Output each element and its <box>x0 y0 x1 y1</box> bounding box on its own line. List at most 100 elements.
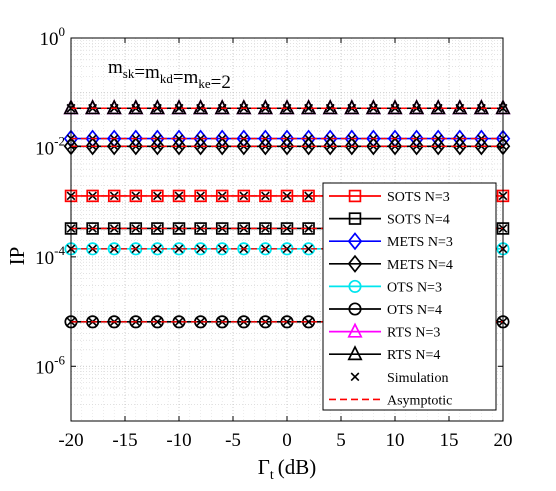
simulation-point <box>325 103 335 113</box>
legend-swatch-marker <box>348 302 362 316</box>
x-axis-label-subscript: t <box>270 468 274 483</box>
legend-swatch-marker <box>347 345 363 361</box>
data-marker <box>322 137 338 156</box>
data-marker <box>387 137 403 156</box>
data-marker <box>344 99 360 115</box>
data-marker <box>236 99 252 115</box>
legend-label: OTS N=3 <box>387 280 442 295</box>
x-tick-label: 10 <box>386 430 405 451</box>
data-marker <box>257 99 273 115</box>
legend-label: METS N=4 <box>387 258 453 273</box>
simulation-point <box>153 244 162 254</box>
data-marker <box>237 315 251 329</box>
simulation-point <box>455 134 465 143</box>
legend-entry: METS N=3 <box>329 232 453 251</box>
data-marker <box>214 99 230 115</box>
legend-swatch-marker <box>348 189 362 203</box>
simulation-point <box>304 103 313 113</box>
data-marker <box>452 99 468 115</box>
data-marker <box>86 189 99 203</box>
simulation-point <box>174 244 184 254</box>
simulation-point <box>325 134 335 143</box>
data-marker <box>171 137 187 156</box>
simulation-point <box>325 141 335 151</box>
x-axis-label-symbol: Γ <box>258 455 270 479</box>
data-marker <box>149 99 165 115</box>
y-axis-ticks: 100 10-2 10-4 10-6 <box>35 24 503 378</box>
simulation-point <box>433 103 443 113</box>
x-tick-label: 0 <box>282 430 292 451</box>
x-axis-label: Γt (dB) <box>258 455 317 483</box>
y-tick-label: 10-4 <box>35 243 65 269</box>
legend-entry: SOTS N=3 <box>329 189 450 205</box>
legend-entry: RTS N=3 <box>329 322 440 341</box>
simulation-point <box>153 134 162 143</box>
legend-swatch-marker <box>347 254 363 273</box>
legend-label: RTS N=4 <box>387 348 440 363</box>
data-marker <box>365 99 381 115</box>
simulation-point <box>174 103 184 113</box>
data-marker <box>366 137 381 156</box>
simulation-point <box>174 141 184 151</box>
data-marker <box>259 222 272 235</box>
data-marker <box>474 137 489 156</box>
data-marker <box>128 137 144 156</box>
simulation-point <box>196 244 205 254</box>
x-tick-label: 15 <box>440 430 459 451</box>
simulation-point <box>153 141 162 151</box>
simulation-point <box>196 134 205 143</box>
data-marker <box>193 137 208 156</box>
data-marker <box>107 315 121 329</box>
x-tick-label: -5 <box>225 430 241 451</box>
data-marker <box>193 99 209 115</box>
data-marker <box>322 99 338 115</box>
data-marker <box>258 137 273 156</box>
simulation-point <box>304 191 313 201</box>
x-tick-label: -10 <box>166 430 191 451</box>
simulation-point <box>304 141 313 151</box>
x-axis-label-unit: (dB) <box>278 455 317 479</box>
data-marker <box>237 222 251 235</box>
simulation-point <box>304 244 313 254</box>
data-marker <box>107 242 121 256</box>
simulation-point <box>174 134 184 143</box>
legend: SOTS N=3 SOTS N=4 METS N=3 METS N=4 OTS N=3 O… <box>322 182 497 411</box>
simulation-point <box>174 191 184 201</box>
data-marker <box>85 99 101 115</box>
legend-swatch-marker <box>347 232 363 251</box>
legend-entry: OTS N=3 <box>329 279 442 295</box>
legend-entry: SOTS N=4 <box>329 212 450 228</box>
data-marker <box>107 189 121 203</box>
data-marker <box>473 99 489 115</box>
simulation-point <box>153 103 162 113</box>
data-marker <box>85 137 100 156</box>
data-marker <box>430 137 446 156</box>
legend-entry: OTS N=4 <box>329 302 442 318</box>
legend-entry: RTS N=4 <box>329 345 440 363</box>
simulation-point <box>153 191 162 201</box>
simulation-point <box>196 317 205 327</box>
legend-swatch-marker <box>348 279 362 293</box>
x-tick-label: 20 <box>494 430 513 451</box>
x-tick-label: 5 <box>336 430 346 451</box>
data-marker <box>409 99 425 115</box>
x-tick-label: -15 <box>112 430 137 451</box>
legend-label: OTS N=4 <box>387 303 442 318</box>
legend-label: SOTS N=4 <box>387 213 450 228</box>
legend-label: RTS N=3 <box>387 326 440 341</box>
data-marker <box>452 137 468 156</box>
x-axis-ticks: -20 -15 -10 -5 0 5 10 15 20 <box>58 38 513 451</box>
y-axis-label: IP <box>5 247 29 266</box>
simulation-point <box>196 141 205 151</box>
y-tick-label: 10-2 <box>35 133 65 159</box>
data-marker <box>214 137 230 156</box>
data-marker <box>237 189 251 203</box>
data-marker <box>301 99 317 115</box>
simulation-point <box>304 134 313 143</box>
data-marker <box>107 222 121 235</box>
legend-box <box>322 182 497 411</box>
simulation-point <box>174 224 184 233</box>
x-tick-label: -20 <box>58 430 83 451</box>
data-marker <box>301 137 316 156</box>
